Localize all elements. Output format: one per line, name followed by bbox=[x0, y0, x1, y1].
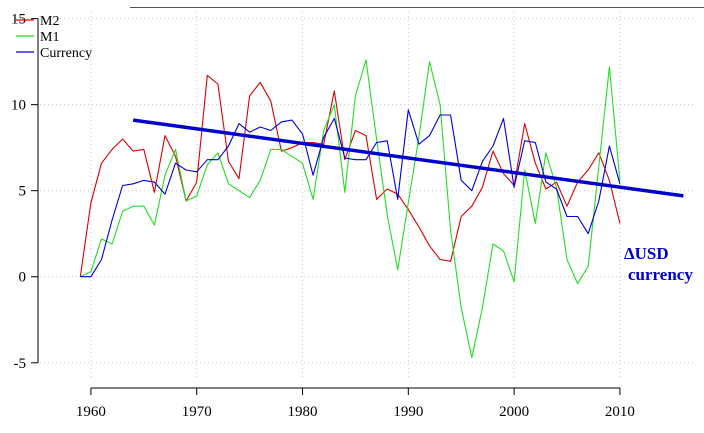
annotation-line-2: currency bbox=[628, 265, 693, 284]
series-layer bbox=[79, 59, 684, 359]
x-tick-label: 2010 bbox=[605, 404, 635, 420]
trend-line bbox=[132, 118, 684, 198]
y-tick-label: 5 bbox=[19, 184, 27, 200]
x-tick-label: 2000 bbox=[499, 404, 529, 420]
x-axis: 1960 1970 1980 1990 2000 2010 bbox=[76, 387, 635, 420]
x-tick-label: 1960 bbox=[76, 404, 106, 420]
y-tick-label: 0 bbox=[19, 270, 27, 286]
legend-label: Currency bbox=[40, 46, 92, 61]
y-tick-label: 10 bbox=[11, 98, 26, 114]
legend-label: M2 bbox=[40, 14, 59, 29]
x-tick-label: 1990 bbox=[393, 404, 423, 420]
gridlines bbox=[40, 12, 694, 378]
annotation-line-1: ΔUSD bbox=[624, 244, 669, 263]
x-tick-label: 1980 bbox=[288, 404, 318, 420]
legend-label: M1 bbox=[40, 30, 59, 45]
series-line-m1 bbox=[80, 59, 621, 359]
y-tick-label: -5 bbox=[14, 356, 27, 372]
series-line-currency bbox=[80, 109, 621, 278]
x-tick-label: 1970 bbox=[182, 404, 212, 420]
